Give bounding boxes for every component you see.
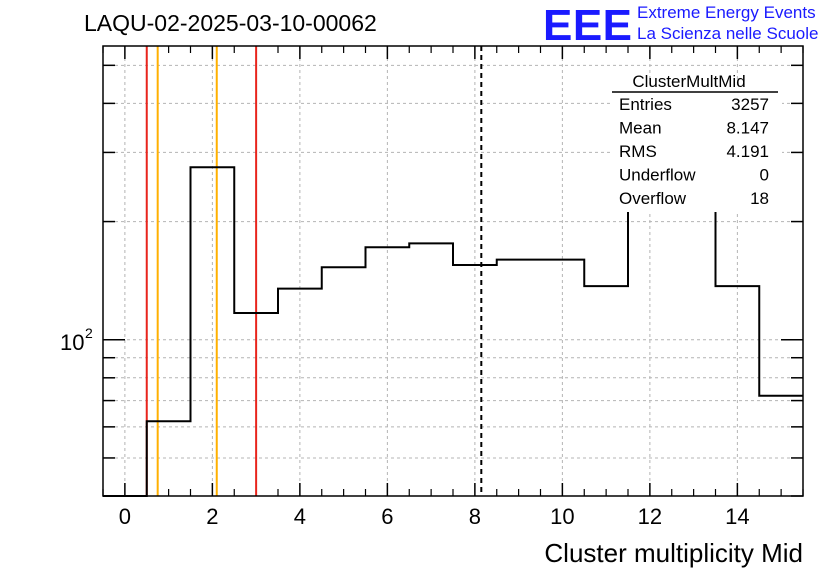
brand-line-2: La Scienza nelle Scuole: [637, 24, 819, 43]
x-tick-label: 2: [206, 504, 218, 529]
stats-value: 0: [760, 166, 769, 185]
x-tick-label: 12: [638, 504, 662, 529]
x-tick-label: 0: [119, 504, 131, 529]
ticks-layer: 0 2 4 6 8 10 12 14: [102, 46, 804, 529]
x-tick-label: 6: [381, 504, 393, 529]
stats-label: Overflow: [619, 189, 687, 208]
x-tick-label: 10: [550, 504, 574, 529]
eee-logo: EEE: [543, 2, 633, 46]
stats-value: 8.147: [726, 119, 769, 138]
plot-frame: [102, 45, 804, 497]
x-tick-label: 14: [725, 504, 749, 529]
y-tick-label: 10: [60, 330, 84, 355]
markers-layer: [145, 46, 483, 496]
x-tick-label: 8: [469, 504, 481, 529]
brand-line-1: Extreme Energy Events: [637, 3, 816, 22]
stats-box: ClusterMultMid Entries 3257 Mean 8.147 RMS 4.…: [612, 72, 782, 212]
y-tick-label-exponent: 2: [85, 325, 93, 341]
stats-title: ClusterMultMid: [632, 72, 745, 91]
stats-value: 18: [750, 189, 769, 208]
stats-label: RMS: [619, 142, 657, 161]
eee-logo-text: EEE: [543, 2, 633, 46]
stats-label: Mean: [619, 119, 662, 138]
stats-value: 4.191: [726, 142, 769, 161]
histogram-outline: [103, 166, 803, 497]
stats-label: Underflow: [619, 166, 696, 185]
page-title: LAQU-02-2025-03-10-00062: [84, 10, 377, 36]
stats-label: Entries: [619, 95, 672, 114]
x-tick-label: 4: [294, 504, 306, 529]
stats-value: 3257: [731, 95, 769, 114]
x-axis-label: Cluster multiplicity Mid: [544, 538, 803, 568]
